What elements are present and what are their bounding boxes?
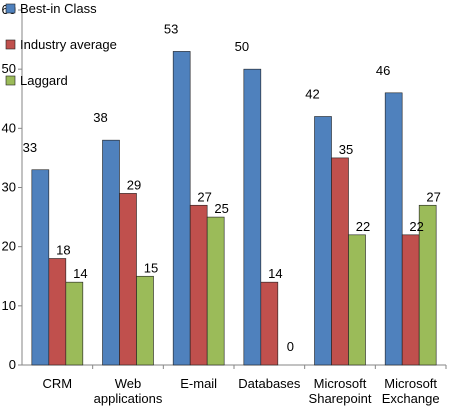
data-label: 22 [409, 219, 423, 234]
x-tick-label-line: CRM [43, 376, 73, 391]
data-label: 35 [339, 142, 353, 157]
x-tick-label: Microsoft Sharepoint [309, 376, 372, 406]
data-label: 33 [23, 140, 37, 155]
bar [348, 234, 366, 366]
bar [136, 275, 154, 366]
x-tick-label-line: Sharepoint [309, 391, 372, 406]
data-label: 25 [214, 201, 228, 216]
bar [172, 51, 191, 366]
bar [102, 139, 120, 366]
data-label: 18 [56, 243, 70, 258]
bar [260, 281, 279, 366]
x-tick-label-line: applications [94, 391, 163, 406]
data-label: 38 [93, 110, 107, 125]
x-tick-label-line: Web [115, 376, 142, 391]
legend: Best-in Class Industry average Laggard [5, 1, 117, 88]
bar [206, 216, 225, 366]
legend-swatch [5, 3, 16, 14]
x-tick-label: Databases [238, 376, 301, 391]
data-label: 14 [268, 266, 282, 281]
x-tick-label: CRM [43, 376, 73, 391]
bar [384, 92, 403, 366]
data-label: 42 [305, 87, 319, 102]
bar [418, 204, 437, 366]
bars [31, 51, 437, 366]
data-label: 22 [356, 219, 370, 234]
legend-label: Laggard [20, 73, 68, 88]
data-label: 0 [287, 339, 294, 354]
bar [243, 68, 262, 366]
legend-label: Industry average [20, 37, 117, 52]
data-label: 53 [164, 21, 178, 36]
bar [119, 193, 137, 366]
x-tick-label: E-mail [180, 376, 217, 391]
bar [401, 234, 420, 366]
x-tick-label: Microsoft Exchange [382, 376, 440, 406]
bar [331, 157, 349, 366]
bar [31, 169, 50, 366]
y-tick-label: 40 [2, 120, 16, 135]
y-tick-label: 20 [2, 239, 16, 254]
y-tick-label: 30 [2, 180, 16, 195]
x-tick-label-line: E-mail [180, 376, 217, 391]
data-label: 50 [235, 39, 249, 54]
bar [65, 281, 84, 366]
bar [189, 204, 208, 366]
bar [314, 116, 332, 366]
y-tick-label: 10 [2, 298, 16, 313]
x-tick-label-line: Microsoft [314, 376, 367, 391]
x-tick-label: Web applications [94, 376, 163, 406]
data-label: 29 [127, 177, 141, 192]
x-tick-label-line: Microsoft [384, 376, 437, 391]
legend-swatch [5, 39, 16, 50]
y-tick-label: 50 [2, 61, 16, 76]
y-tick-label: 0 [9, 357, 16, 372]
axes: 0102030405060CRMWebapplicationsE-mailDat… [2, 2, 447, 406]
data-label: 27 [426, 189, 440, 204]
data-label: 27 [197, 189, 211, 204]
x-tick-label-line: Exchange [382, 391, 440, 406]
data-label: 14 [73, 266, 87, 281]
legend-swatch [5, 75, 16, 86]
data-label: 46 [376, 63, 390, 78]
bar [48, 258, 67, 366]
data-label: 15 [144, 260, 158, 275]
legend-label: Best-in Class [20, 1, 97, 16]
x-tick-label-line: Databases [238, 376, 301, 391]
